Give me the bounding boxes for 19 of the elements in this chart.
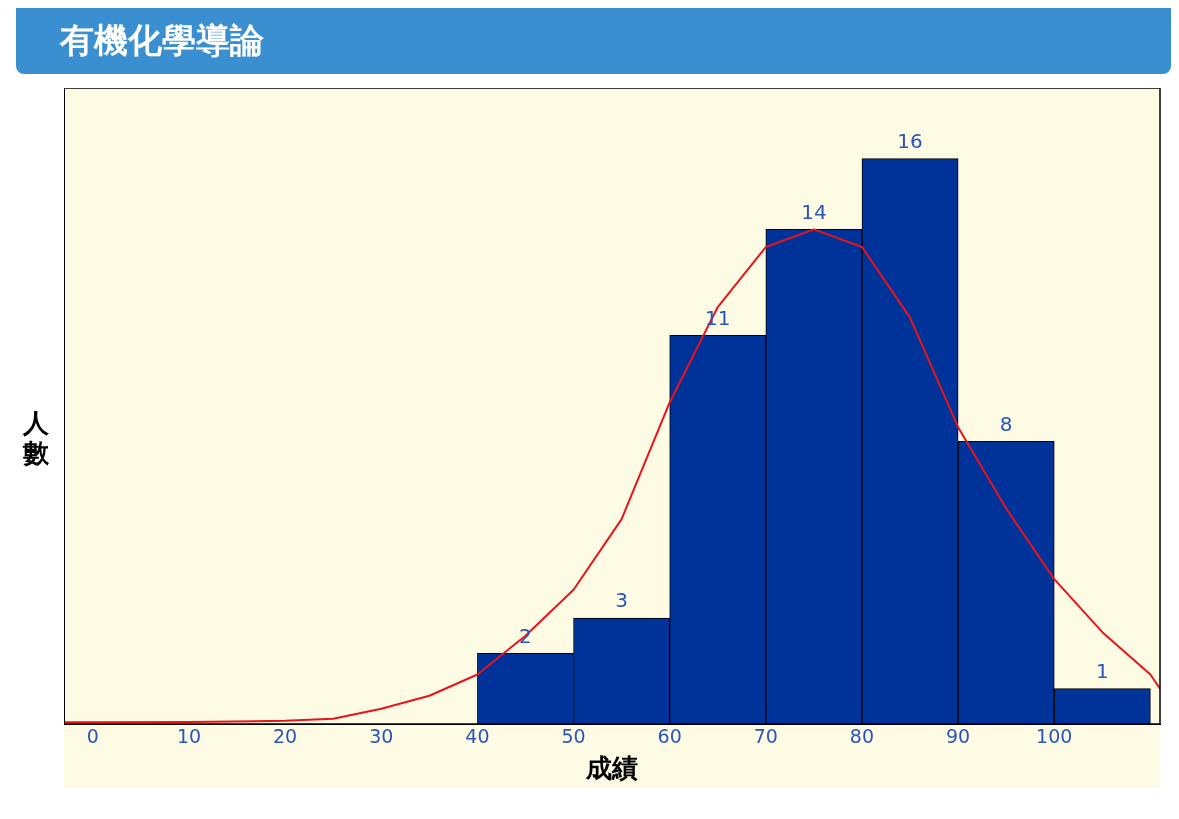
- x-tick-label: 100: [1036, 725, 1073, 748]
- data-label: 8: [999, 411, 1013, 436]
- x-tick-label: 50: [561, 725, 586, 748]
- x-tick-label: 30: [369, 725, 394, 748]
- x-tick-label: 60: [657, 725, 682, 748]
- data-label: 1: [1095, 658, 1109, 683]
- data-label: 3: [615, 588, 628, 613]
- x-tick-label: 90: [946, 725, 971, 748]
- chart-title: 有機化學導論: [16, 8, 1171, 74]
- x-tick-label: 10: [176, 725, 202, 748]
- x-tick-label: 80: [849, 725, 875, 748]
- data-label: 14: [801, 199, 827, 224]
- x-axis-title: 成績: [585, 753, 638, 784]
- x-tick-label: 0: [86, 725, 99, 748]
- x-tick-label: 20: [273, 725, 298, 748]
- x-tick-label: 40: [465, 725, 490, 748]
- y-axis-title: 人數: [23, 408, 49, 468]
- x-tick-label: 70: [753, 725, 778, 748]
- data-label: 16: [897, 128, 923, 153]
